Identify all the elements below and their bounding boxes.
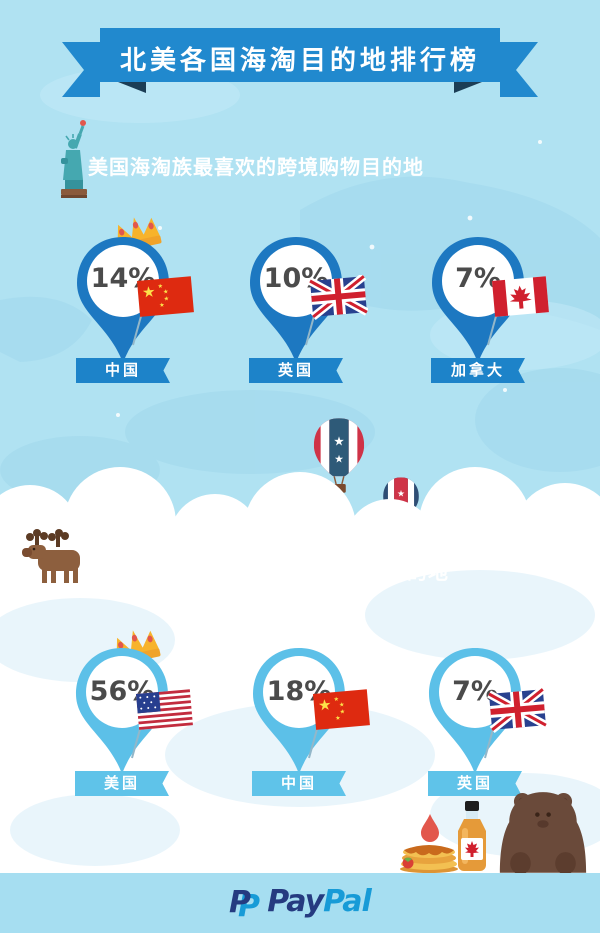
pin-label: 中国 bbox=[76, 358, 170, 383]
pin-ca-shoppers-usa: 56% bbox=[62, 618, 193, 808]
svg-text:P: P bbox=[238, 889, 260, 921]
pin-us-shoppers-china: 14% ★ ★ ★ ★ ★ 中国 bbox=[63, 205, 194, 395]
uk-flag-icon bbox=[298, 273, 369, 349]
usa-flag-icon bbox=[124, 688, 194, 762]
svg-text:★: ★ bbox=[159, 302, 165, 309]
svg-text:P: P bbox=[229, 885, 251, 920]
pin-ca-shoppers-china: 18% ★ ★ ★ ★ ★ 中国 bbox=[239, 618, 370, 808]
pin-label: 美国 bbox=[75, 771, 169, 796]
svg-text:★: ★ bbox=[333, 696, 339, 703]
statue-of-liberty-icon bbox=[61, 120, 87, 198]
svg-text:★: ★ bbox=[339, 701, 345, 708]
pin-label: 中国 bbox=[252, 771, 346, 796]
section2-heading: 加拿大海淘族最喜欢的跨境购物目的地 bbox=[92, 560, 449, 584]
pin-us-shoppers-canada: 7% 加拿大 bbox=[418, 205, 549, 395]
pin-label: 英国 bbox=[249, 358, 343, 383]
svg-text:★: ★ bbox=[163, 295, 169, 302]
footer-band bbox=[0, 873, 600, 933]
pin-label: 英国 bbox=[428, 771, 522, 796]
svg-text:★: ★ bbox=[317, 695, 332, 714]
svg-text:★: ★ bbox=[141, 282, 156, 301]
svg-text:★: ★ bbox=[334, 453, 344, 466]
maple-syrup-bottle-icon bbox=[458, 801, 486, 871]
svg-text:★: ★ bbox=[339, 708, 345, 715]
china-flag-icon: ★ ★ ★ ★ ★ bbox=[301, 688, 371, 762]
title-ribbon bbox=[62, 28, 538, 97]
svg-text:★: ★ bbox=[397, 490, 405, 500]
canada-flag-icon bbox=[480, 275, 550, 349]
moose-icon bbox=[22, 529, 80, 583]
uk-flag-icon bbox=[477, 686, 548, 762]
pin-ca-shoppers-uk: 7% 英国 bbox=[415, 618, 548, 808]
svg-text:★: ★ bbox=[163, 288, 169, 295]
svg-text:★: ★ bbox=[157, 283, 163, 290]
paypal-monogram-icon: P P bbox=[229, 885, 260, 921]
paypal-logo: P P PayPal bbox=[0, 881, 600, 922]
pin-label: 加拿大 bbox=[431, 358, 525, 383]
section1-heading: 美国海淘族最喜欢的跨境购物目的地 bbox=[88, 155, 424, 179]
pin-us-shoppers-uk: 10% 英国 bbox=[236, 205, 369, 395]
paypal-wordmark: PayPal bbox=[267, 883, 372, 919]
bear-icon bbox=[499, 792, 587, 873]
china-flag-icon: ★ ★ ★ ★ ★ bbox=[125, 275, 195, 349]
pancakes-icon bbox=[400, 814, 458, 873]
svg-text:★: ★ bbox=[335, 715, 341, 722]
page-title: 北美各国海淘目的地排行榜 bbox=[119, 46, 480, 76]
clouds bbox=[0, 467, 600, 570]
hot-air-balloon-large-icon: ★ ★ bbox=[313, 418, 365, 493]
svg-text:★: ★ bbox=[333, 433, 344, 448]
